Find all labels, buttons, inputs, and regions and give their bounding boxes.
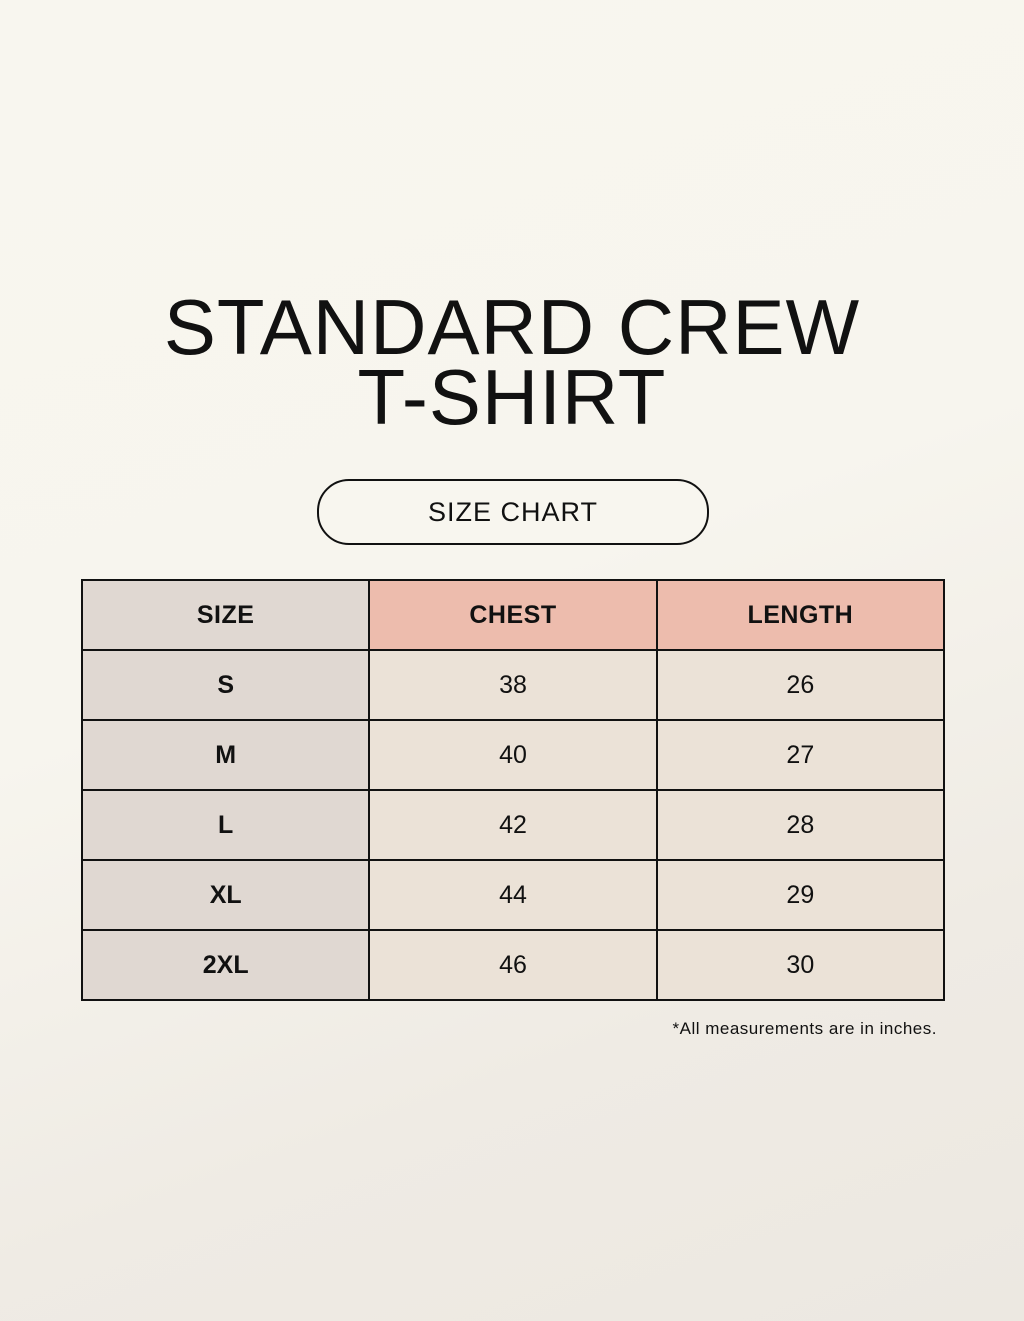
table-row: 2XL 46 30 [80,929,946,1001]
cell-length: 29 [655,859,946,931]
title-line-1: STANDARD CREW [163,283,861,371]
size-chart-label: SIZE CHART [317,479,709,545]
table-row: M 40 27 [80,719,946,791]
cell-length: 28 [655,789,946,861]
page-title: STANDARD CREW T-SHIRT [0,283,1024,441]
header-size: SIZE [80,579,371,651]
cell-chest: 42 [368,789,658,861]
cell-chest: 44 [368,859,658,931]
cell-chest: 38 [368,649,658,721]
table-row: XL 44 29 [80,859,946,931]
cell-size: S [80,649,371,721]
table-row: L 42 28 [80,789,946,861]
measurement-note: *All measurements are in inches. [672,1019,937,1038]
header-chest: CHEST [368,579,658,651]
cell-size: 2XL [80,929,371,1001]
title-line-2: T-SHIRT [357,353,667,441]
cell-chest: 46 [368,929,658,1001]
header-length: LENGTH [655,579,946,651]
cell-size: XL [80,859,371,931]
cell-chest: 40 [368,719,658,791]
cell-size: L [80,789,371,861]
table-row: S 38 26 [80,649,946,721]
cell-length: 26 [655,649,946,721]
table-header-row: SIZE CHEST LENGTH [80,579,946,651]
cell-size: M [80,719,371,791]
cell-length: 27 [655,719,946,791]
size-table: SIZE CHEST LENGTH S 38 26 M 40 27 L 42 28 XL 44 29 2… [80,579,946,1001]
cell-length: 30 [655,929,946,1001]
